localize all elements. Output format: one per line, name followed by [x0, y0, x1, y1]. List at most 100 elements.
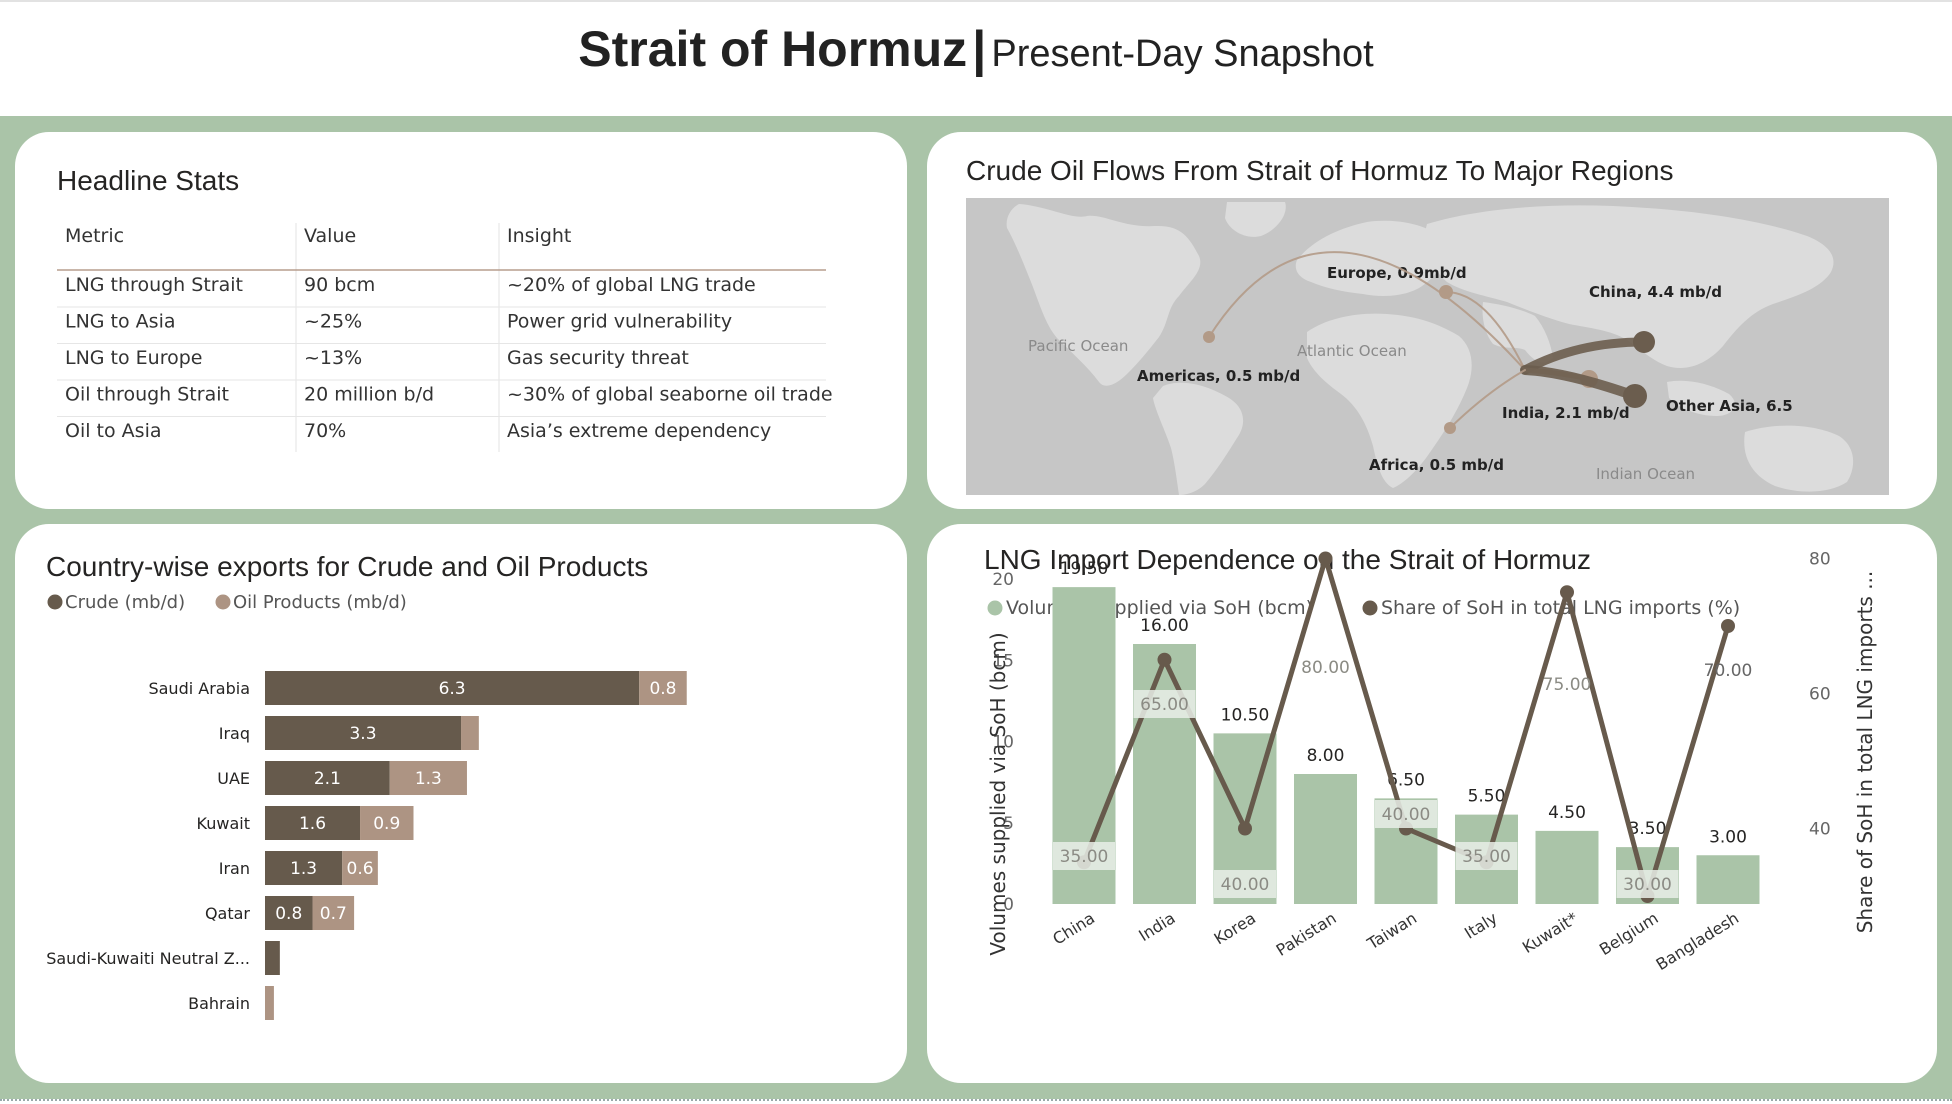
data-label-background	[1053, 842, 1115, 870]
header: Strait of Hormuz | Present-Day Snapshot	[0, 0, 1952, 116]
flow-line-china	[1520, 337, 1649, 375]
country-exports-card[interactable]: Country-wise exports for Crude and Oil P…	[15, 524, 907, 1083]
column-header: Metric	[65, 225, 124, 247]
flow-label-india: India, 2.1 mb/d	[1502, 404, 1630, 422]
oil-products-bar	[639, 671, 687, 705]
table-cell: Power grid vulnerability	[507, 311, 732, 333]
crude-flows-map-title: Crude Oil Flows From Strait of Hormuz To…	[966, 155, 1674, 186]
bar-data-label: 1.3	[415, 769, 442, 789]
bar-data-label: 0.8	[649, 679, 676, 699]
flow-line-africa	[1449, 369, 1526, 429]
category-label: Saudi-Kuwaiti Neutral Z...	[46, 949, 250, 968]
australia-landmass	[1744, 425, 1854, 492]
category-label: Pakistan	[1273, 908, 1340, 960]
flow-bubble-europe	[1439, 285, 1453, 299]
lng-dependence-chart: Volumes supplied via SoH (bcm) Share of S…	[986, 550, 1877, 975]
bar-data-label: 16.00	[1140, 616, 1189, 636]
oil-products-bar	[389, 761, 467, 795]
table-cell: ~25%	[304, 311, 362, 333]
share-point	[1157, 652, 1172, 667]
flow-label-china: China, 4.4 mb/d	[1589, 283, 1722, 301]
category-label: Kuwait*	[1519, 908, 1581, 957]
headline-stats-table: Metric Value Insight LNG through Strait 90 b…	[57, 223, 833, 452]
crude-bar	[265, 941, 280, 975]
flow-bubble-africa	[1444, 422, 1456, 434]
data-label-background	[1133, 690, 1196, 718]
bar-data-label: 10.50	[1221, 705, 1270, 725]
title-main: Strait of Hormuz	[578, 21, 968, 77]
category-label: Taiwan	[1363, 908, 1420, 953]
asia-landmass	[1423, 205, 1834, 368]
category-label: India	[1135, 908, 1178, 945]
oil-products-bar	[360, 806, 414, 840]
volume-bar	[1696, 855, 1760, 904]
bar-data-label: 8.00	[1307, 746, 1345, 766]
report-title: Strait of Hormuz | Present-Day Snapshot	[0, 20, 1952, 78]
bar-data-label: 1.6	[299, 814, 326, 834]
crude-bar	[265, 896, 313, 930]
flow-bubble-americas	[1203, 331, 1215, 343]
lng-dependence-card[interactable]: LNG Import Dependence on the Strait of H…	[927, 524, 1937, 1083]
title-separator: |	[972, 21, 987, 77]
table-cell: Gas security threat	[507, 347, 689, 369]
left-axis-title: Volumes supplied via SoH (bcm)	[986, 632, 1010, 955]
category-label: Bahrain	[188, 994, 250, 1013]
category-label: Iran	[219, 859, 250, 878]
crude-flows-map-card[interactable]: Crude Oil Flows From Strait of Hormuz To…	[927, 132, 1937, 509]
legend-marker	[47, 594, 63, 610]
line-data-label: 65.00	[1140, 695, 1189, 715]
crude-bar	[265, 851, 343, 885]
oil-products-bar	[265, 986, 274, 1020]
left-axis-tick: 15	[992, 651, 1014, 671]
category-label: China	[1049, 908, 1098, 948]
table-cell: 20 million b/d	[304, 384, 434, 406]
category-label: Qatar	[205, 904, 250, 923]
bar-data-label: 2.1	[314, 769, 341, 789]
category-label: UAE	[217, 769, 250, 788]
table-cell: ~30% of global seaborne oil trade	[507, 384, 833, 406]
headline-stats-title: Headline Stats	[57, 165, 240, 196]
title-subtitle: Present-Day Snapshot	[991, 33, 1374, 75]
crude-bar	[265, 806, 361, 840]
flow-line-americas	[1208, 251, 1526, 371]
legend-marker	[1362, 600, 1378, 616]
ocean-label: Pacific Ocean	[1028, 337, 1128, 355]
oil-products-bar	[342, 851, 378, 885]
headline-stats-card[interactable]: Headline Stats Metric Value Insight LNG thr…	[15, 132, 907, 509]
flow-label-americas: Americas, 0.5 mb/d	[1137, 367, 1300, 385]
table-cell: Oil through Strait	[65, 384, 229, 406]
share-point	[1238, 821, 1252, 836]
data-label-background	[1455, 842, 1518, 870]
crude-flows-map[interactable]: Pacific Ocean Atlantic Ocean Indian Ocean E…	[927, 132, 1937, 509]
share-point	[1721, 619, 1735, 633]
right-axis-tick: 80	[1809, 550, 1831, 570]
north-america-landmass	[1006, 204, 1201, 386]
legend-marker	[987, 600, 1003, 616]
africa-landmass	[1307, 313, 1472, 488]
left-axis-tick: 5	[1003, 814, 1014, 834]
bar-data-label: 0.9	[373, 814, 400, 834]
legend-label: Oil Products (mb/d)	[233, 592, 407, 613]
column-header: Value	[304, 225, 356, 247]
data-label-background	[1214, 870, 1276, 898]
legend-marker	[215, 594, 231, 610]
greenland-landmass	[1225, 202, 1286, 237]
flow-label-other-asia: Other Asia, 6.5	[1666, 397, 1793, 415]
line-data-label: 40.00	[1221, 875, 1270, 895]
category-label: Bangladesh	[1652, 908, 1742, 974]
line-data-label: 35.00	[1060, 847, 1109, 867]
bar-data-label: 3.50	[1629, 819, 1667, 839]
volume-bar	[1535, 830, 1599, 904]
arabia-india-landmass	[1482, 302, 1553, 363]
bottom-strip	[0, 1099, 1952, 1104]
bar-data-label: 1.3	[290, 859, 317, 879]
volume-bar	[1294, 774, 1357, 904]
table-cell: Oil to Asia	[65, 420, 161, 442]
oil-products-bar	[461, 716, 479, 750]
line-data-label: 75.00	[1543, 675, 1592, 695]
country-exports-title: Country-wise exports for Crude and Oil P…	[46, 551, 649, 582]
legend-label: Crude (mb/d)	[65, 592, 185, 613]
dashboard-canvas: Headline Stats Metric Value Insight LNG thr…	[0, 116, 1952, 1099]
country-exports-chart: Crude (mb/d) Oil Products (mb/d) Saudi Ara…	[46, 592, 687, 1020]
flow-label-africa: Africa, 0.5 mb/d	[1369, 456, 1504, 474]
